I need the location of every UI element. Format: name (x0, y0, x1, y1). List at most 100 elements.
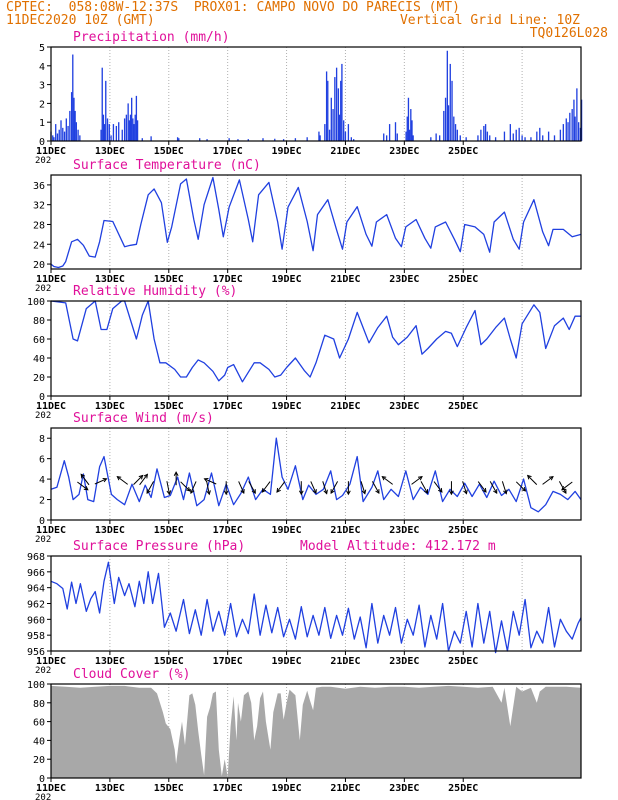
wind-arrow-shaft (561, 481, 573, 491)
precipitation-bar (141, 138, 143, 141)
precipitation-bar (465, 137, 467, 141)
y-tick-label: 3 (39, 81, 45, 92)
precipitation-bar (55, 124, 57, 141)
wind-arrow-head (240, 489, 245, 495)
wind-arrow-head (562, 489, 567, 494)
precipitation-bar (108, 124, 110, 141)
wind-arrow-head (449, 490, 454, 496)
y-tick-label: 80 (33, 316, 45, 327)
x-tick-label: 13DEC (95, 783, 125, 794)
wind-arrow-head (361, 489, 367, 495)
wind-arrow-head (561, 485, 566, 491)
wind-arrow-head (190, 489, 195, 495)
precipitation-bar (128, 120, 130, 141)
x-tick-label: 15DEC (154, 146, 184, 157)
wind-arrow-head (437, 487, 443, 493)
wind-arrow-shaft (433, 481, 443, 493)
precipitation-bar (559, 129, 562, 141)
precipitation-bar (74, 110, 76, 141)
wind-arrow-shaft (248, 481, 256, 494)
wind-arrow-shaft (371, 481, 380, 494)
panel-frame (50, 300, 582, 397)
wind-arrow-shaft (116, 476, 128, 485)
y-tick-label: 964 (27, 584, 45, 595)
x-tick-label: 11DEC (36, 146, 66, 157)
precipitation-bar (412, 135, 414, 141)
wind-arrow-head (80, 473, 86, 479)
y-tick-label: 4 (39, 475, 45, 486)
precipitation-bar (435, 133, 437, 141)
wind-arrow-head (526, 474, 532, 480)
precipitation-bar (341, 63, 343, 141)
x-year-label: 202 (35, 411, 51, 421)
x-tick-label: 13DEC (95, 656, 125, 667)
wind-arrow-shaft (489, 481, 498, 494)
panel-title: Precipitation (mm/h) (73, 30, 230, 45)
precipitation-bar (319, 135, 321, 141)
wind-arrow-head (548, 475, 554, 481)
wind-arrow-head (146, 489, 151, 494)
wind-arrow-shaft (462, 481, 467, 494)
precipitation-bar (477, 135, 479, 141)
panel-title: Relative Humidity (%) (73, 284, 237, 299)
wind-arrow-shaft (527, 475, 538, 485)
precipitation-bar (536, 131, 538, 141)
precipitation-bar (454, 124, 457, 141)
precipitation-bar (79, 135, 81, 141)
x-year-label: 202 (35, 793, 51, 800)
precipitation-bar (70, 92, 73, 141)
precipitation-bar (129, 114, 132, 141)
precipitation-bar (518, 127, 520, 141)
y-tick-label: 4 (39, 62, 45, 73)
header-run-time: 11DEC2020 10Z (GMT) (6, 13, 155, 28)
header-model-code: TQ0126L028 (529, 26, 608, 41)
y-tick-label: 958 (27, 631, 45, 642)
y-tick-label: 966 (27, 568, 45, 579)
precipitation-bar (103, 124, 106, 141)
wind-arrow-head (261, 487, 267, 493)
precipitation-bar (334, 77, 336, 141)
precipitation-bar (408, 129, 411, 141)
precipitation-bar (131, 97, 133, 141)
precipitation-bar (494, 137, 497, 141)
precipitation-bar (77, 129, 79, 141)
wind-arrow-shaft (77, 481, 89, 491)
precipitation-bar (53, 137, 55, 141)
precipitation-bar (388, 124, 391, 141)
wind-arrow-head (423, 489, 428, 494)
wind-arrow-head (138, 474, 144, 480)
precipitation-bar (524, 137, 526, 141)
x-tick-label: 13DEC (95, 401, 125, 412)
header-station: CPTEC: 058:08W-12:37S PROX01: CAMPO NOVO… (6, 0, 460, 15)
precipitation-bar (459, 135, 461, 141)
precipitation-bar (542, 135, 544, 141)
precipitation-bar (135, 95, 138, 141)
y-tick-label: 40 (33, 354, 45, 365)
precipitation-bar (327, 80, 329, 141)
y-tick-label: 0 (39, 137, 45, 148)
precipitation-bar (350, 137, 352, 141)
precipitation-bar (484, 124, 487, 141)
precipitation-bar (101, 67, 103, 141)
wind-arrow-head (346, 490, 351, 496)
x-tick-label: 21DEC (330, 525, 360, 536)
x-tick-label: 15DEC (154, 656, 184, 667)
wind-arrow-shaft (501, 481, 507, 494)
precipitation-bar (430, 137, 432, 141)
x-tick-label: 23DEC (389, 401, 419, 412)
y-tick-label: 6 (39, 455, 45, 466)
wind-arrow-head (173, 471, 179, 476)
precipitation-bar (127, 103, 129, 141)
x-tick-label: 17DEC (213, 274, 243, 285)
cloud-cover-area (51, 685, 581, 778)
x-tick-label: 15DEC (154, 401, 184, 412)
precipitation-bar (56, 133, 59, 141)
x-tick-label: 11DEC (36, 656, 66, 667)
precipitation-bar (58, 129, 60, 141)
precipitation-bar (67, 125, 69, 141)
wind-arrow-head (417, 475, 423, 481)
wind-arrow-head (323, 489, 328, 495)
precipitation-bar (447, 105, 450, 141)
wind-arrow-shaft (477, 481, 487, 493)
x-tick-label: 25DEC (448, 401, 478, 412)
